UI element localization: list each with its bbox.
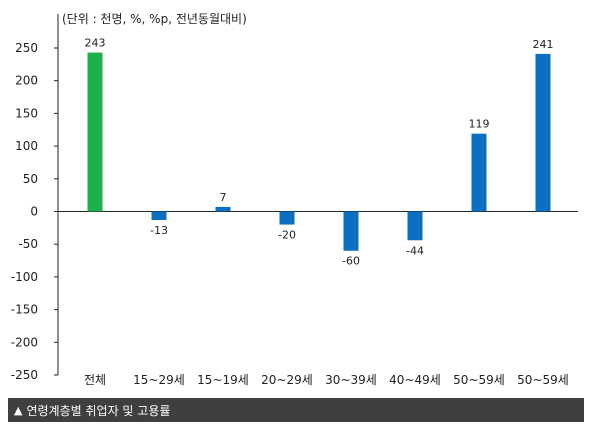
x-category-label: 15~19세 (197, 373, 249, 387)
y-tick-label: -250 (11, 368, 38, 382)
x-category-label: 30~39세 (325, 373, 377, 387)
triangle-up-icon: ▲ (14, 403, 23, 417)
x-category-label: 전체 (84, 373, 106, 387)
bar (279, 211, 295, 225)
bar-value-label: 7 (220, 191, 227, 204)
y-tick-label: -100 (11, 270, 38, 284)
bar (151, 211, 167, 221)
bar (535, 53, 551, 212)
bar (407, 211, 423, 241)
y-tick-label: 150 (15, 106, 38, 120)
x-category-label: 50~59세 (517, 373, 569, 387)
bar-value-label: 243 (85, 37, 106, 50)
bar-value-label: -20 (278, 229, 296, 242)
caption-bar: ▲ 연령계층별 취업자 및 고용률 (8, 398, 584, 422)
x-category-label: 40~49세 (389, 373, 441, 387)
bar (471, 133, 487, 212)
unit-note: (단위 : 천명, %, %p, 전년동월대비) (62, 12, 247, 26)
bar-value-label: 241 (533, 38, 554, 51)
y-tick-label: 100 (15, 139, 38, 153)
y-tick-label: 50 (23, 172, 38, 186)
y-tick-label: -200 (11, 335, 38, 349)
bar (87, 52, 103, 212)
bar (343, 211, 359, 251)
y-tick-label: -150 (11, 303, 38, 317)
caption-text: 연령계층별 취업자 및 고용률 (26, 403, 171, 418)
x-category-label: 50~59세 (453, 373, 505, 387)
x-category-label: 20~29세 (261, 373, 313, 387)
bar-value-label: -44 (406, 244, 424, 257)
x-category-label: 15~29세 (133, 373, 185, 387)
y-tick-label: 0 (30, 205, 38, 219)
y-tick-label: 250 (15, 41, 38, 55)
bar-value-label: -13 (150, 224, 168, 237)
bar-value-label: -60 (342, 255, 360, 268)
bar-value-label: 119 (469, 118, 490, 131)
y-tick-label: 200 (15, 74, 38, 88)
bar (215, 206, 231, 212)
y-tick-label: -50 (18, 237, 38, 251)
